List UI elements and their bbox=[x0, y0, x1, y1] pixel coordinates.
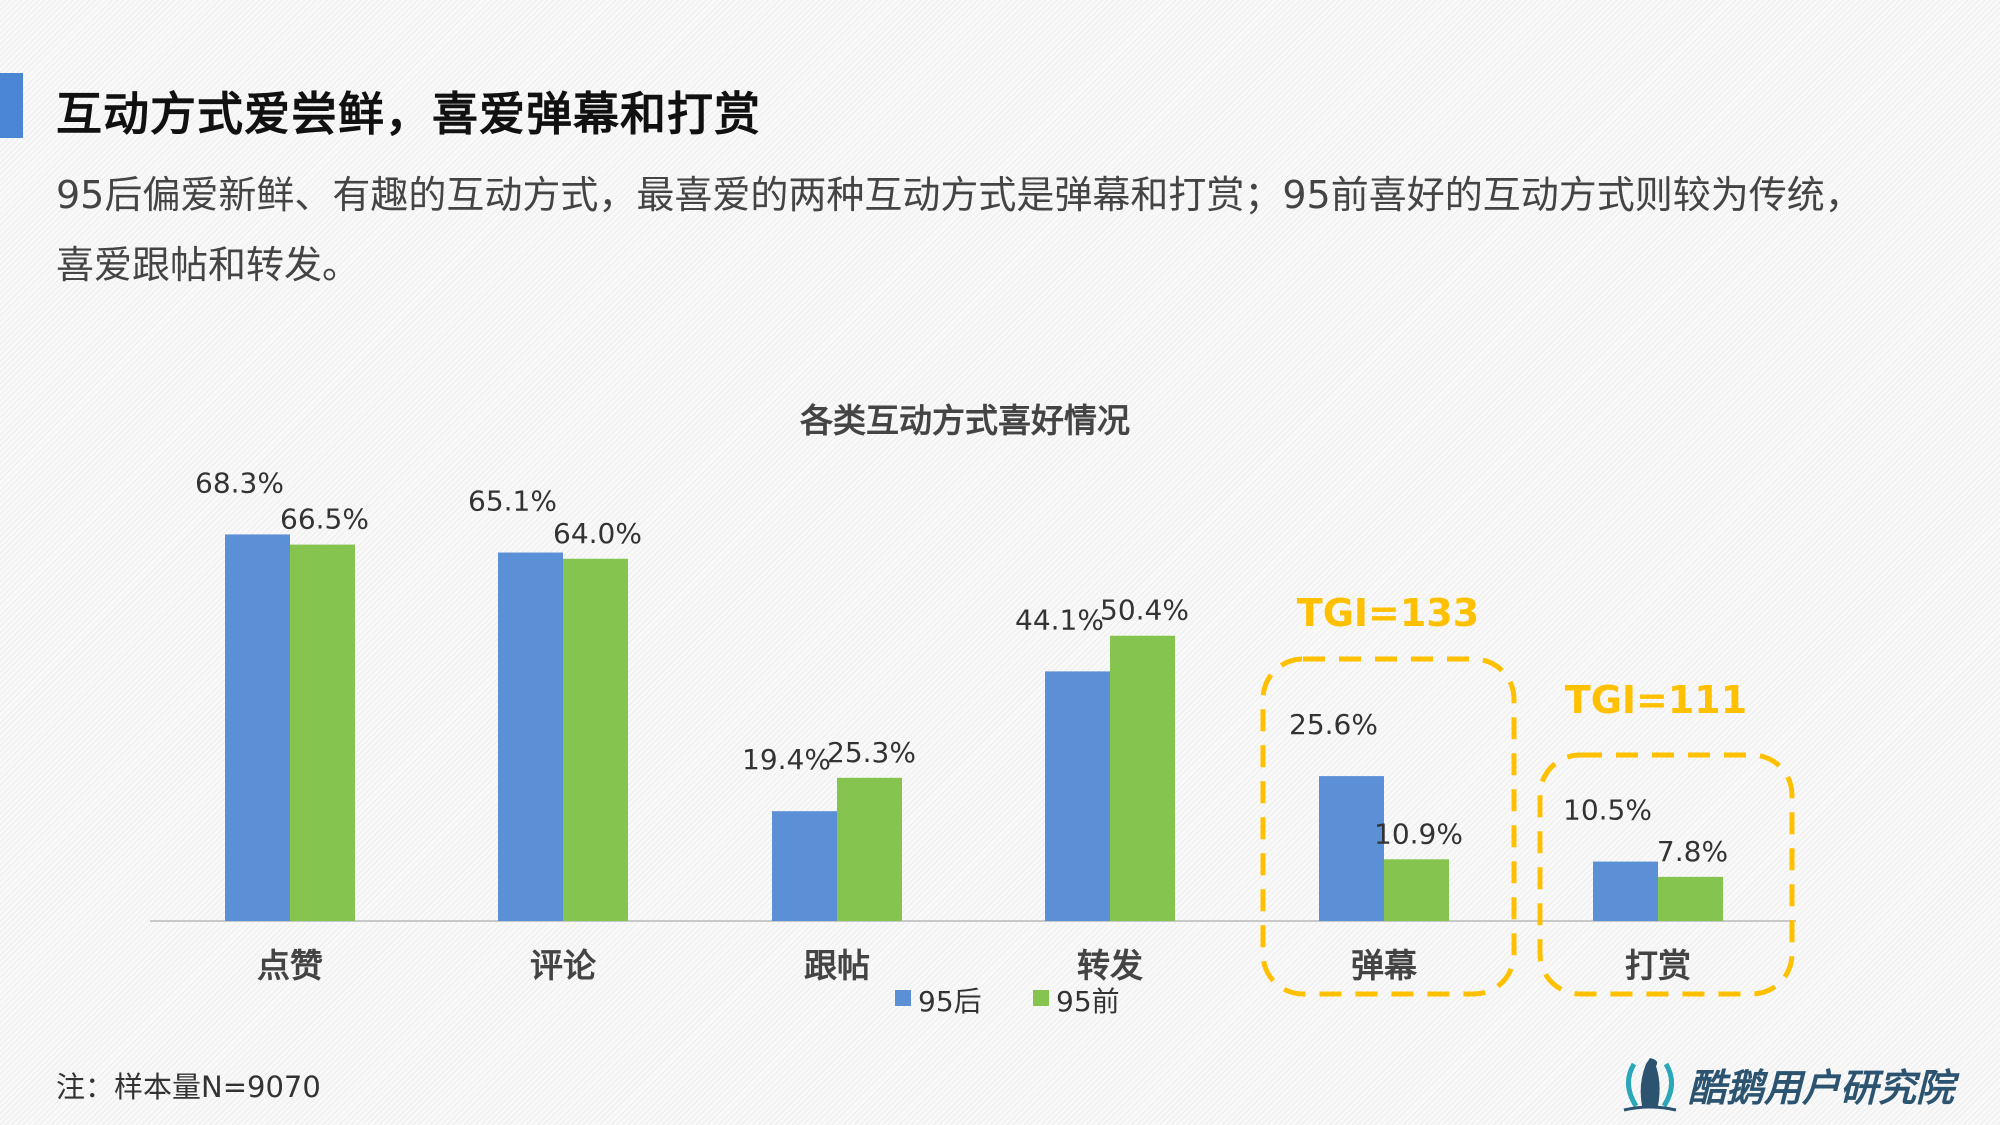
bar-95hou-5 bbox=[1593, 861, 1658, 921]
data-label: 68.3% bbox=[195, 466, 284, 499]
data-label: 50.4% bbox=[1100, 594, 1189, 627]
category-label: 转发 bbox=[1077, 946, 1143, 985]
bar-95qian-0 bbox=[290, 544, 355, 921]
bar-95hou-3 bbox=[1045, 671, 1110, 921]
legend-label-95hou: 95后 bbox=[918, 985, 982, 1018]
highlight-box-danmu bbox=[1260, 656, 1517, 997]
bar-95hou-2 bbox=[772, 811, 837, 921]
logo: 酷鹅用户研究院 bbox=[1622, 1054, 1954, 1114]
sample-note: 注：样本量N=9070 bbox=[56, 1070, 321, 1104]
tgi-label-danmu: TGI=133 bbox=[1297, 591, 1479, 635]
page-title: 互动方式爱尝鲜，喜爱弹幕和打赏 bbox=[56, 87, 761, 141]
bar-95qian-1 bbox=[563, 558, 628, 921]
tgi-label-dashang: TGI=111 bbox=[1565, 678, 1747, 722]
category-label: 评论 bbox=[530, 946, 597, 985]
bar-95qian-5 bbox=[1658, 876, 1723, 921]
bar-95hou-4 bbox=[1319, 776, 1384, 921]
chart-title: 各类互动方式喜好情况 bbox=[799, 401, 1130, 440]
highlight-box-dashang bbox=[1537, 752, 1795, 997]
bar-95hou-1 bbox=[498, 552, 563, 921]
category-label: 点赞 bbox=[257, 946, 323, 985]
data-label: 25.6% bbox=[1289, 708, 1378, 741]
data-label: 25.3% bbox=[827, 736, 916, 769]
bar-95qian-2 bbox=[837, 777, 902, 921]
penguin-logo-icon bbox=[1623, 1058, 1677, 1112]
page-subtitle: 95后偏爱新鲜、有趣的互动方式，最喜爱的两种互动方式是弹幕和打赏；95前喜好的互… bbox=[56, 173, 1863, 287]
bar-95hou-0 bbox=[225, 534, 290, 921]
data-label: 44.1% bbox=[1015, 603, 1104, 636]
data-label: 10.9% bbox=[1374, 817, 1463, 850]
data-label: 66.5% bbox=[280, 503, 369, 536]
legend-swatch-95qian bbox=[1033, 990, 1049, 1006]
legend-label-95qian: 95前 bbox=[1056, 985, 1120, 1018]
data-label: 19.4% bbox=[742, 743, 831, 776]
bar-95qian-3 bbox=[1110, 635, 1175, 921]
data-label: 65.1% bbox=[468, 485, 557, 518]
legend: 95后 95前 bbox=[895, 985, 1120, 1018]
data-label: 64.0% bbox=[553, 517, 642, 550]
data-label: 10.5% bbox=[1563, 794, 1652, 827]
title-accent-bar bbox=[0, 73, 23, 138]
category-label: 跟帖 bbox=[804, 946, 870, 985]
data-label: 7.8% bbox=[1657, 835, 1728, 868]
bar-95qian-4 bbox=[1384, 859, 1449, 921]
logo-text: 酷鹅用户研究院 bbox=[1688, 1065, 1955, 1110]
category-label: 弹幕 bbox=[1351, 946, 1418, 985]
category-label: 打赏 bbox=[1625, 946, 1691, 985]
legend-swatch-95hou bbox=[895, 990, 911, 1006]
